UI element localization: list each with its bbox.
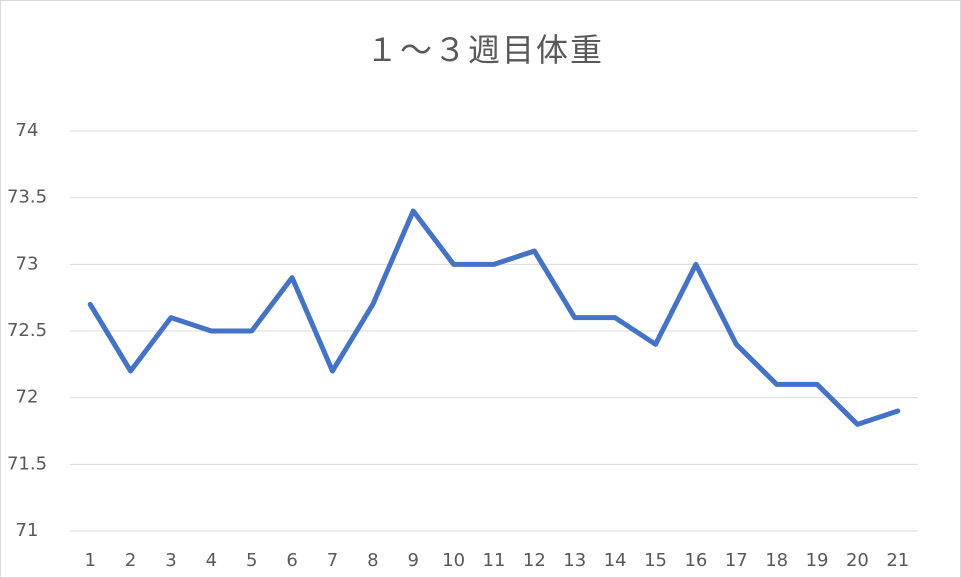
- x-tick-label: 1: [84, 550, 95, 571]
- x-tick-label: 11: [483, 550, 506, 571]
- y-tick-label: 71: [16, 520, 39, 541]
- x-tick-label: 5: [246, 550, 257, 571]
- y-tick-label: 72: [16, 387, 39, 408]
- x-tick-label: 4: [206, 550, 217, 571]
- y-tick-label: 71.5: [7, 453, 47, 474]
- x-tick-label: 9: [408, 550, 419, 571]
- x-tick-label: 19: [806, 550, 829, 571]
- chart-title: １～３週目体重: [366, 31, 604, 69]
- x-tick-label: 2: [125, 550, 136, 571]
- y-tick-label: 74: [16, 120, 39, 141]
- x-tick-label: 17: [725, 550, 748, 571]
- x-tick-label: 12: [523, 550, 546, 571]
- x-tick-label: 14: [604, 550, 627, 571]
- x-tick-label: 7: [327, 550, 338, 571]
- y-tick-label: 73: [16, 253, 39, 274]
- x-tick-label: 15: [644, 550, 667, 571]
- x-tick-label: 10: [442, 550, 465, 571]
- x-tick-label: 6: [286, 550, 297, 571]
- x-tick-label: 3: [165, 550, 176, 571]
- y-tick-label: 73.5: [7, 187, 47, 208]
- x-tick-label: 13: [563, 550, 586, 571]
- x-tick-label: 18: [765, 550, 788, 571]
- x-tick-label: 21: [886, 550, 909, 571]
- x-tick-label: 8: [367, 550, 378, 571]
- y-tick-label: 72.5: [7, 320, 47, 341]
- x-tick-label: 16: [684, 550, 707, 571]
- x-tick-label: 20: [846, 550, 869, 571]
- data-line: [87, 208, 901, 427]
